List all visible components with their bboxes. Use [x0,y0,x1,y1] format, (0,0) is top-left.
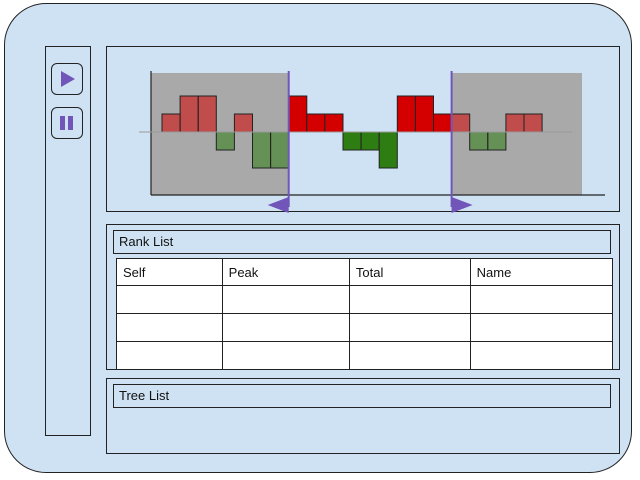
timeline-panel [106,46,621,213]
rank-table: Self Peak Total Name [116,258,614,370]
timeline-bar[interactable] [469,131,489,151]
side-toolbar [45,46,91,436]
table-row[interactable] [116,341,614,370]
timeline-bar[interactable] [505,113,525,133]
timeline-bar[interactable] [523,113,543,133]
column-header-self[interactable]: Self [116,258,223,286]
table-cell [116,341,223,370]
timeline-bar[interactable] [451,113,471,133]
selection-start-marker[interactable] [267,71,290,213]
timeline-bar[interactable] [414,95,434,133]
table-cell [221,341,350,370]
table-cell [469,285,614,314]
column-header-peak[interactable]: Peak [221,258,350,286]
timeline-chart[interactable] [107,47,621,213]
tree-list-panel: Tree List [106,378,620,454]
table-cell [116,313,223,342]
timeline-bar[interactable] [360,131,380,151]
tree-list-title: Tree List [113,384,611,408]
table-cell [221,313,350,342]
table-header-row: Self Peak Total Name [116,258,614,286]
timeline-bar[interactable] [270,131,290,169]
timeline-bar[interactable] [396,95,416,133]
play-button[interactable] [51,63,83,95]
table-cell [116,285,223,314]
timeline-bar[interactable] [252,131,272,169]
timeline-bar[interactable] [378,131,398,169]
timeline-bar[interactable] [288,95,308,133]
table-cell [348,285,471,314]
timeline-bar[interactable] [161,113,181,133]
table-cell [469,341,614,370]
pause-button[interactable] [51,107,83,139]
pause-icon [60,116,73,130]
table-cell [348,341,471,370]
timeline-bar[interactable] [215,131,235,151]
table-row[interactable] [116,313,614,342]
timeline-bar[interactable] [342,131,362,151]
play-icon [61,71,75,87]
timeline-bar[interactable] [233,113,254,133]
column-header-name[interactable]: Name [469,258,614,286]
column-header-total[interactable]: Total [348,258,471,286]
timeline-bar[interactable] [306,113,326,133]
timeline-bar[interactable] [324,113,344,133]
table-cell [348,313,471,342]
table-row[interactable] [116,285,614,314]
table-cell [469,313,614,342]
selection-end-marker[interactable] [450,71,473,213]
selection-end-marker-handle[interactable] [451,197,473,213]
rank-list-panel: Rank List Self Peak Total Name [106,224,620,370]
timeline-bar[interactable] [197,95,217,133]
timeline-bar[interactable] [433,113,453,133]
rank-list-title: Rank List [113,230,611,254]
selection-start-marker-handle[interactable] [267,197,289,213]
timeline-bar[interactable] [179,95,199,133]
timeline-bar[interactable] [487,131,507,151]
table-cell [221,285,350,314]
